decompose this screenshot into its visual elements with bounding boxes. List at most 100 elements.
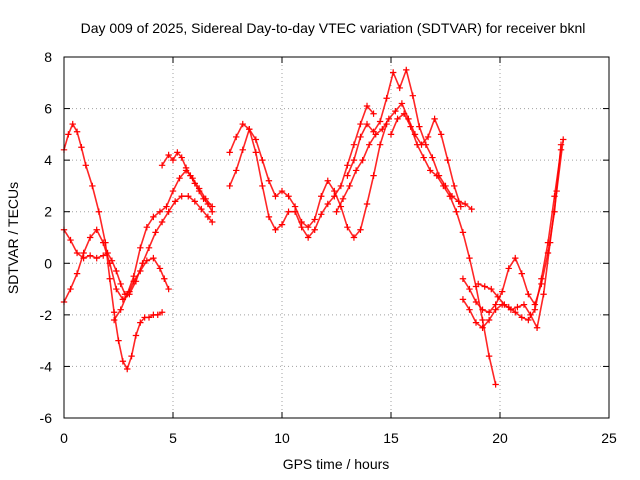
data-point-marker (176, 174, 183, 182)
data-point-marker (370, 172, 377, 179)
series-track-11 (459, 141, 565, 316)
plot-frame (63, 56, 610, 419)
data-point-marker (512, 309, 519, 316)
data-point-marker (318, 193, 325, 200)
series-track-9 (333, 100, 464, 215)
data-point-marker (494, 293, 502, 301)
data-point-marker (407, 123, 414, 130)
data-point-marker (505, 265, 512, 272)
data-point-marker (73, 128, 81, 135)
data-point-marker (89, 182, 96, 190)
data-point-marker (383, 95, 390, 102)
data-point-marker (137, 319, 144, 326)
y-tick-label: 4 (44, 152, 52, 168)
data-point-marker (93, 254, 100, 262)
data-point-marker (459, 229, 467, 236)
data-point-marker (178, 193, 185, 200)
data-point-marker (531, 306, 539, 313)
x-tick-label: 10 (274, 430, 290, 446)
y-tick-label: 2 (44, 204, 52, 220)
data-point-marker (204, 213, 212, 221)
data-point-marker (73, 249, 81, 257)
data-point-marker (272, 226, 279, 233)
data-point-marker (372, 131, 379, 138)
data-point-marker (427, 167, 434, 174)
y-tick-label: -4 (40, 358, 53, 374)
axis-ticks (63, 56, 610, 419)
data-point-marker (344, 172, 351, 179)
x-tick-label: 0 (60, 430, 68, 446)
data-point-marker (165, 151, 172, 159)
data-point-marker (252, 136, 260, 143)
data-point-marker (132, 332, 140, 339)
data-point-marker (357, 133, 364, 141)
data-point-marker (78, 144, 85, 151)
data-point-marker (185, 193, 192, 200)
data-point-marker (195, 187, 203, 195)
data-point-marker (209, 218, 216, 226)
y-tick-label: -6 (40, 410, 53, 426)
data-point-marker (143, 223, 151, 231)
series-line (390, 112, 497, 386)
data-point-marker (400, 110, 408, 117)
data-point-marker (376, 141, 384, 148)
data-point-marker (379, 126, 386, 133)
data-point-marker (246, 126, 253, 133)
data-point-marker (485, 316, 493, 324)
data-point-marker (437, 131, 445, 138)
data-point-marker (461, 200, 469, 208)
data-point-marker (117, 280, 124, 288)
data-point-marker (498, 288, 506, 295)
data-point-marker (113, 267, 120, 275)
data-point-marker (158, 218, 166, 226)
data-point-marker (444, 156, 451, 164)
data-point-marker (492, 381, 499, 388)
data-point-marker (520, 301, 528, 308)
data-point-marker (233, 167, 240, 174)
data-point-marker (413, 141, 421, 148)
data-point-marker (346, 182, 353, 190)
data-point-marker (512, 254, 519, 262)
data-point-marker (396, 84, 403, 92)
data-point-marker (331, 187, 338, 195)
data-point-marker (226, 149, 233, 156)
data-point-marker (392, 107, 399, 115)
data-point-marker (514, 303, 521, 311)
grid (64, 57, 609, 418)
data-point-marker (518, 314, 525, 321)
data-point-marker (538, 275, 545, 282)
data-point-marker (128, 352, 135, 360)
data-point-marker (158, 162, 166, 169)
data-point-marker (73, 270, 81, 277)
data-point-marker (376, 118, 384, 125)
data-point-marker (265, 177, 273, 184)
series-line (346, 67, 473, 210)
x-tick-label: 15 (383, 430, 399, 446)
data-point-marker (239, 120, 246, 128)
data-point-marker (311, 216, 318, 223)
data-point-marker (311, 226, 318, 233)
data-point-marker (113, 285, 120, 293)
data-point-marker (466, 285, 473, 293)
data-point-marker (150, 213, 157, 221)
data-point-marker (359, 156, 366, 164)
data-point-marker (278, 221, 286, 228)
data-point-marker (106, 275, 113, 282)
data-point-marker (485, 352, 493, 360)
data-point-marker (259, 156, 266, 164)
series-track-3 (60, 193, 216, 306)
x-tick-label: 25 (601, 430, 617, 446)
data-point-marker (200, 195, 207, 203)
data-point-marker (357, 226, 364, 233)
data-point-marker (363, 200, 371, 208)
series-track-13 (475, 136, 567, 331)
data-point-marker (350, 156, 358, 164)
data-point-marker (479, 324, 486, 331)
data-point-marker (333, 208, 340, 215)
data-point-marker (501, 301, 508, 308)
data-point-marker (453, 208, 460, 215)
data-point-marker (403, 66, 410, 74)
data-point-marker (137, 244, 144, 252)
data-point-marker (324, 177, 331, 184)
data-point-marker (154, 311, 161, 319)
